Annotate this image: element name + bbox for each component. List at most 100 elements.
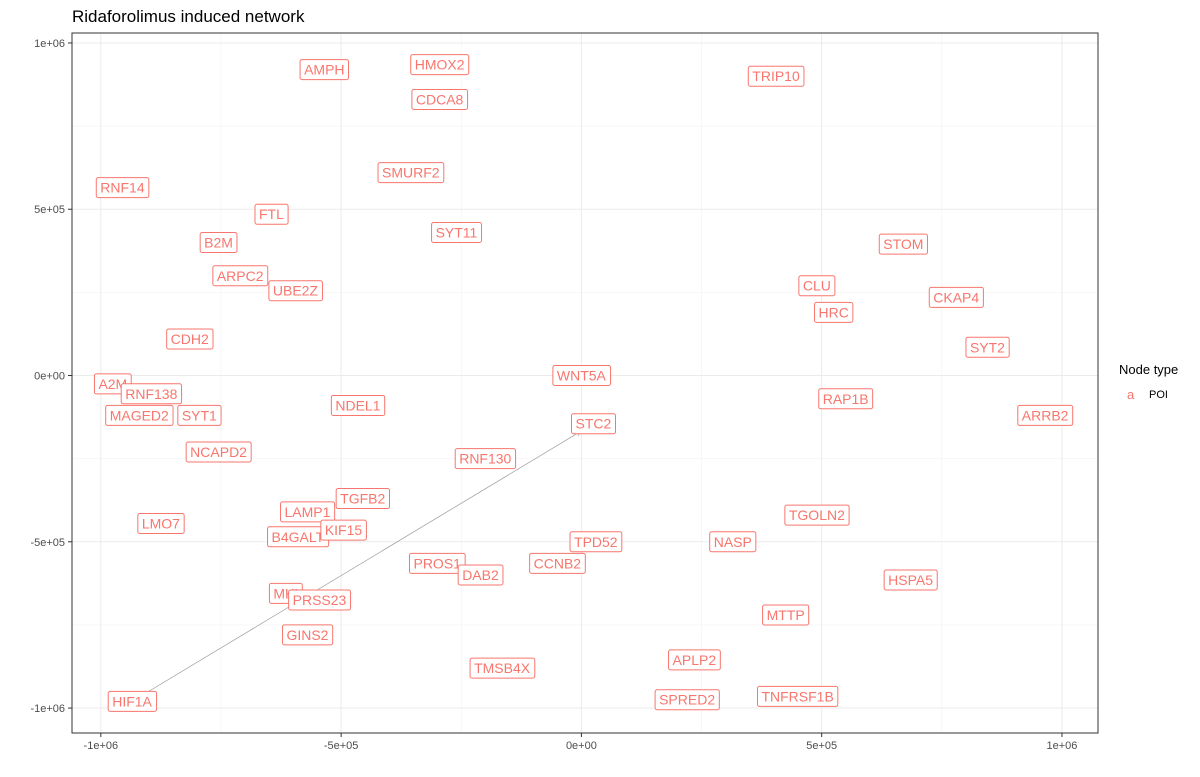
node-label-box: ARRB2 [1017, 404, 1074, 426]
node-box [654, 689, 720, 711]
node-box [529, 552, 586, 574]
node-label-box: KIF15 [320, 519, 367, 541]
node-box [668, 649, 721, 671]
node-label-box: B2M [199, 232, 238, 254]
node-label-box: RNF14 [95, 177, 150, 199]
node-box [199, 232, 238, 254]
legend-label: POI [1149, 389, 1168, 401]
node-label: NDEL1 [335, 397, 380, 413]
node-label: B2M [204, 235, 233, 251]
legend-title: Node type [1119, 362, 1178, 377]
node-label-box: SMURF2 [377, 162, 445, 184]
node-label-box: AMPH [299, 59, 350, 81]
node-label: CDH2 [171, 331, 209, 347]
node-label-box: STOM [878, 233, 928, 255]
node-label: MTTP [767, 607, 805, 623]
node-box [552, 365, 612, 387]
node-box [784, 504, 850, 526]
node-label-box: TGFB2 [335, 488, 391, 510]
node-box [95, 177, 150, 199]
node-label-box: CCNB2 [529, 552, 586, 574]
node-label-box: ARPC2 [212, 265, 269, 287]
node-label-box: HIF1A [107, 690, 158, 712]
node-label: RNF138 [125, 386, 177, 402]
node-box [335, 488, 391, 510]
node-label-box: WNT5A [552, 365, 612, 387]
node-label-box: MAGED2 [105, 404, 174, 426]
node-label: WNT5A [557, 368, 607, 384]
node-label: TRIP10 [752, 68, 800, 84]
node-label-box: PROS1 [408, 552, 466, 574]
node-label-box: FTL [254, 203, 289, 225]
node-box [177, 404, 222, 426]
node-box [571, 413, 617, 435]
node-label: TNFRSF1B [761, 688, 833, 704]
node-label: ARPC2 [217, 268, 264, 284]
y-tick-label: -1e+06 [30, 703, 65, 715]
node-label: CLU [803, 278, 831, 294]
node-label: CDCA8 [416, 92, 464, 108]
node-label: SYT2 [970, 339, 1005, 355]
plot-border [71, 32, 1099, 734]
x-tick-label: 0e+00 [566, 740, 597, 752]
node-label: TGOLN2 [789, 507, 845, 523]
node-label: SPRED2 [659, 692, 715, 708]
node-label-box: SPRED2 [654, 689, 720, 711]
node-label: RNF14 [100, 180, 145, 196]
node-box [747, 65, 805, 87]
node-label: B4GALT [272, 529, 325, 545]
legend-key: a [1127, 387, 1135, 402]
node-label: PROS1 [413, 555, 461, 571]
node-label-box: DAB2 [457, 564, 504, 586]
node-label-box: SYT1 [177, 404, 222, 426]
node-box [410, 54, 470, 76]
node-label: LAMP1 [285, 504, 331, 520]
node-box [457, 564, 504, 586]
node-label: PRSS23 [293, 592, 347, 608]
node-box [288, 589, 352, 611]
y-tick-label: 0e+00 [34, 371, 65, 383]
node-box [120, 383, 183, 405]
node-label: STC2 [576, 416, 612, 432]
x-tick-label: -1e+06 [84, 740, 119, 752]
node-label-box: TPD52 [569, 531, 623, 553]
node-box [965, 336, 1010, 358]
node-box [254, 203, 289, 225]
node-box [281, 624, 334, 646]
node-label-box: STC2 [571, 413, 617, 435]
node-box [377, 162, 445, 184]
node-label-box: HMOX2 [410, 54, 470, 76]
node-box [709, 531, 757, 553]
node-box [166, 328, 214, 350]
node-label-box: LMO7 [137, 512, 185, 534]
node-box [1017, 404, 1074, 426]
node-label: UBE2Z [273, 283, 319, 299]
node-label-box: NASP [709, 531, 757, 553]
node-box [883, 569, 938, 591]
x-tick-label: -5e+05 [324, 740, 359, 752]
node-label: ARRB2 [1022, 407, 1069, 423]
node-box [268, 280, 323, 302]
y-tick-label: -5e+05 [30, 537, 65, 549]
node-label: SYT1 [182, 407, 217, 423]
node-label: CKAP4 [933, 289, 979, 305]
node-label: NASP [714, 534, 752, 550]
node-label: A2M [98, 376, 127, 392]
node-box [454, 448, 517, 470]
node-label-box: SYT11 [431, 222, 483, 244]
node-label-box: RNF138 [120, 383, 183, 405]
node-label-box: CDH2 [166, 328, 214, 350]
x-axis: -1e+06 -5e+05 0e+00 5e+05 1e+06 [84, 733, 1078, 752]
node-box [431, 222, 483, 244]
x-tick-label: 1e+06 [1047, 740, 1078, 752]
node-label-box: UBE2Z [268, 280, 323, 302]
node-box [818, 388, 874, 410]
node-label: SMURF2 [382, 165, 440, 181]
node-label: MAGED2 [110, 407, 169, 423]
node-label-box: SYT2 [965, 336, 1010, 358]
node-label: DAB2 [462, 567, 499, 583]
nodes-layer: AMPH HMOX2 CDCA8 TRIP10 SMURF2 RNF14 FTL B2M SYT… [93, 54, 1074, 712]
node-label: SYT11 [436, 225, 478, 241]
node-label-box: LAMP1 [280, 501, 336, 523]
